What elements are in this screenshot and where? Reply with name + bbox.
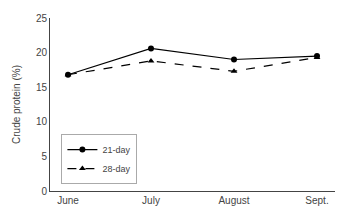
svg-text:0: 0 — [41, 186, 47, 197]
svg-text:August: August — [218, 195, 249, 206]
svg-text:June: June — [57, 195, 79, 206]
svg-text:10: 10 — [36, 116, 48, 127]
svg-text:28-day: 28-day — [102, 164, 130, 174]
svg-text:21-day: 21-day — [102, 145, 130, 155]
svg-text:5: 5 — [41, 151, 47, 162]
svg-text:15: 15 — [36, 82, 48, 93]
svg-text:20: 20 — [36, 47, 48, 58]
svg-text:Sept.: Sept. — [305, 195, 328, 206]
svg-text:Crude protein (%): Crude protein (%) — [11, 65, 22, 144]
svg-text:25: 25 — [36, 13, 48, 24]
svg-text:July: July — [142, 195, 160, 206]
